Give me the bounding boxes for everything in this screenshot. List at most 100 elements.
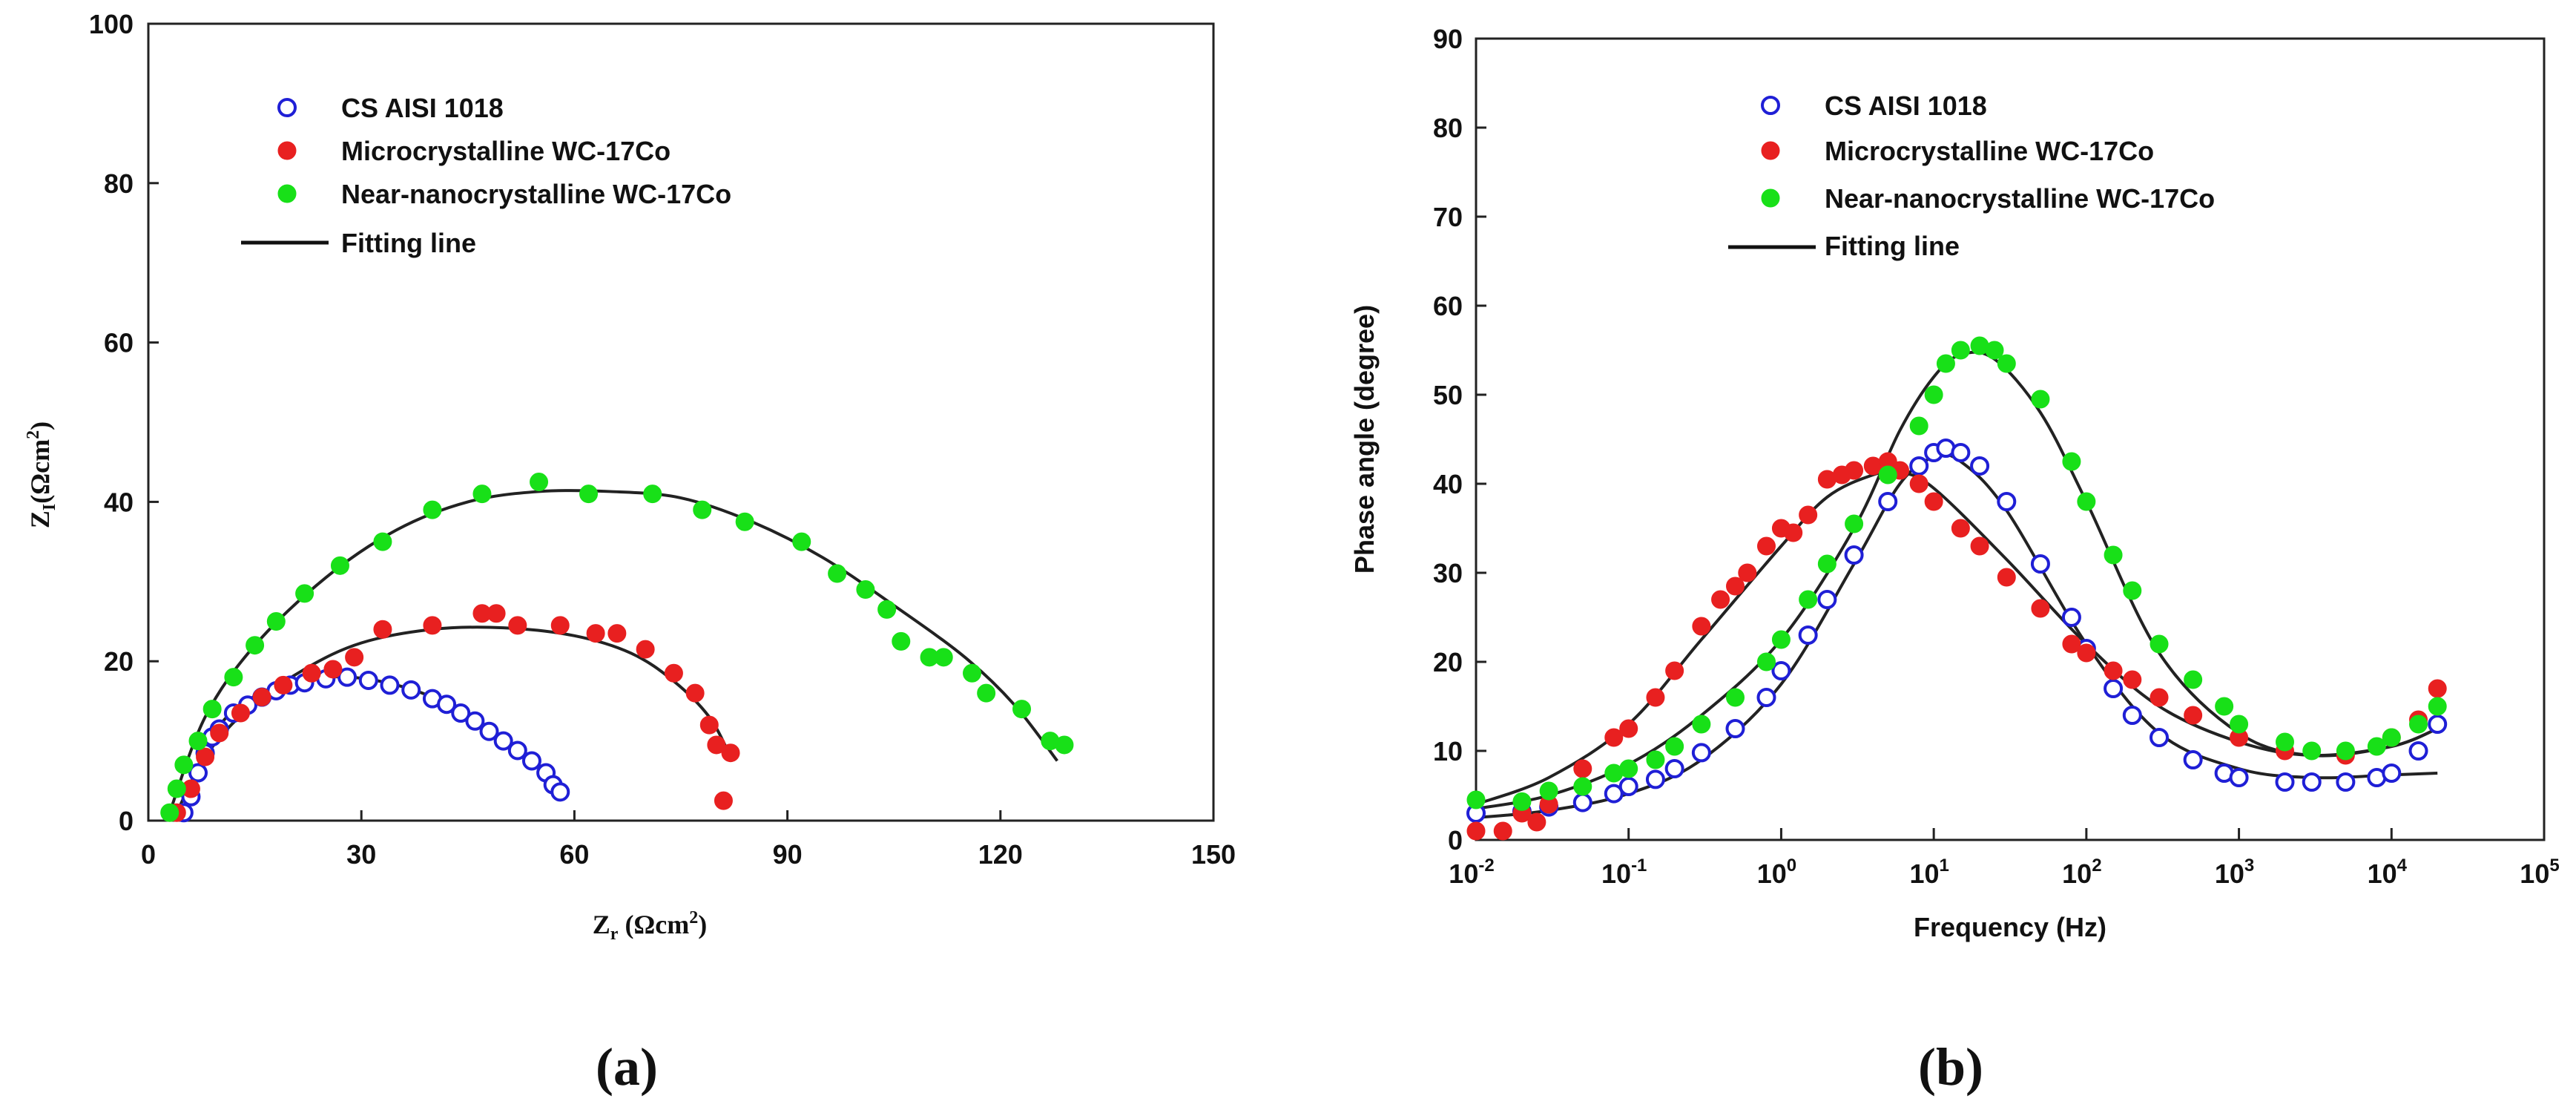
a-data-point-series-3 (693, 500, 712, 519)
panel-b-x-axis-label: Frequency (Hz) (1914, 912, 2106, 942)
b-data-point-series-2 (1604, 728, 1624, 747)
panel-a-legend-markers (277, 98, 297, 203)
b-y-tick-label: 0 (1448, 825, 1463, 856)
b-data-point-series-3 (2428, 697, 2447, 716)
b-data-point-series-3 (1539, 781, 1558, 801)
a-data-point-series-3 (1012, 700, 1032, 719)
a-data-point-series-3 (330, 556, 349, 575)
a-fit-line-3 (168, 489, 1058, 813)
b-data-point-series-3 (2215, 697, 2234, 716)
a-data-point-series-2 (550, 616, 570, 635)
a-data-point-series-2 (196, 747, 215, 766)
b-data-point-series-1 (1618, 777, 1638, 796)
a-data-point-series-2 (345, 648, 364, 667)
b-data-point-series-2 (1711, 590, 1730, 609)
b-data-point-series-3 (1665, 737, 1684, 756)
a-data-point-series-1 (188, 763, 208, 783)
a-data-point-series-3 (977, 683, 996, 703)
panel-b-legend-markers (1761, 96, 1780, 208)
a-x-tick-label: 90 (773, 839, 803, 870)
b-data-point-series-3 (2150, 634, 2169, 654)
b-x-tick-label: 100 (1757, 856, 1796, 889)
panel-b-data-points (1466, 336, 2448, 841)
b-data-point-series-2 (1493, 821, 1512, 841)
a-data-point-series-3 (266, 612, 286, 631)
a-data-point-series-1 (437, 694, 457, 715)
a-data-point-series-2 (252, 688, 271, 707)
b-data-point-series-1 (2122, 706, 2142, 725)
b-data-point-series-2 (1573, 759, 1592, 778)
b-y-tick-label: 30 (1433, 558, 1463, 588)
b-data-point-series-2 (2077, 643, 2096, 663)
b-data-point-series-1 (2030, 554, 2050, 574)
b-data-point-series-3 (1692, 715, 1711, 734)
b-data-point-series-3 (2336, 741, 2355, 761)
a-data-point-series-3 (877, 600, 897, 619)
b-data-point-series-1 (2229, 768, 2249, 787)
legend-a-marker-1 (277, 98, 297, 117)
b-data-point-series-1 (2408, 741, 2428, 761)
a-data-point-series-2 (699, 715, 719, 735)
legend-a-marker-2 (277, 141, 297, 160)
a-data-point-series-3 (856, 580, 875, 600)
a-data-point-series-3 (224, 668, 243, 687)
a-data-point-series-1 (493, 731, 513, 751)
b-data-point-series-3 (1817, 554, 1837, 574)
b-y-tick-label: 60 (1433, 291, 1463, 321)
b-data-point-series-3 (1619, 759, 1638, 778)
b-data-point-series-2 (2184, 706, 2203, 725)
panel-b-x-ticks: 10-2 10-1 100 101 102 103 104 105 (1449, 828, 2560, 889)
a-data-point-series-2 (323, 660, 343, 679)
a-data-point-series-3 (892, 631, 911, 651)
b-data-point-series-2 (1527, 812, 1546, 832)
a-data-point-series-2 (302, 663, 321, 683)
b-data-point-series-3 (1845, 514, 1864, 533)
a-y-tick-label: 100 (89, 9, 134, 39)
b-data-point-series-2 (1665, 661, 1684, 680)
b-data-point-series-3 (1512, 792, 1532, 811)
legend-b-marker-2 (1761, 141, 1780, 160)
a-data-point-series-2 (210, 723, 229, 743)
b-data-point-series-2 (1466, 821, 1486, 841)
legend-a-series-2: Microcrystalline WC-17Co (341, 136, 671, 166)
panel-a-x-ticks: 0 30 60 90 120 150 (141, 810, 1236, 870)
b-y-tick-label: 20 (1433, 647, 1463, 677)
a-data-point-series-2 (373, 620, 392, 639)
b-data-point-series-1 (1817, 590, 1837, 609)
b-data-point-series-3 (2382, 728, 2401, 747)
legend-a-marker-3 (277, 184, 297, 203)
b-data-point-series-3 (1466, 790, 1486, 809)
a-data-point-series-2 (423, 616, 442, 635)
b-data-point-series-3 (2104, 545, 2123, 565)
a-data-point-series-3 (295, 584, 314, 603)
b-data-point-series-3 (1878, 465, 1897, 485)
panel-a-y-axis-label: ZI(Ωcm2) (24, 421, 59, 528)
b-data-point-series-1 (1951, 443, 1971, 462)
b-data-point-series-3 (1756, 652, 1776, 671)
b-data-point-series-3 (1573, 777, 1592, 796)
b-data-point-series-2 (1756, 536, 1776, 556)
b-data-point-series-3 (2123, 581, 2142, 600)
panel-a-data-points (160, 473, 1074, 823)
a-data-point-series-2 (586, 624, 605, 643)
a-data-point-series-3 (174, 755, 194, 775)
a-data-point-series-1 (451, 703, 471, 723)
b-data-point-series-3 (2062, 452, 2081, 471)
panel-a-legend: CS AISI 1018 Microcrystalline WC-17Co Ne… (241, 93, 731, 258)
legend-a-series-1: CS AISI 1018 (341, 93, 504, 123)
a-data-point-series-3 (423, 500, 442, 519)
b-data-point-series-2 (1692, 617, 1711, 636)
b-data-point-series-2 (2062, 634, 2081, 654)
b-data-point-series-3 (1646, 750, 1665, 769)
a-data-point-series-3 (934, 648, 953, 667)
panel-b: 0 10 20 30 40 50 60 70 80 90 10-2 10-1 100 101 102 103… (1349, 24, 2560, 1097)
b-data-point-series-2 (1997, 568, 2016, 587)
b-data-point-series-2 (1726, 577, 1745, 596)
b-data-point-series-3 (2409, 715, 2428, 734)
b-data-point-series-3 (1726, 688, 1745, 707)
panel-a-label: (a) (596, 1037, 658, 1097)
legend-b-fit-label: Fitting line (1825, 231, 1960, 261)
b-data-point-series-3 (1924, 385, 1943, 404)
a-data-point-series-3 (202, 700, 222, 719)
a-data-point-series-1 (337, 667, 358, 687)
